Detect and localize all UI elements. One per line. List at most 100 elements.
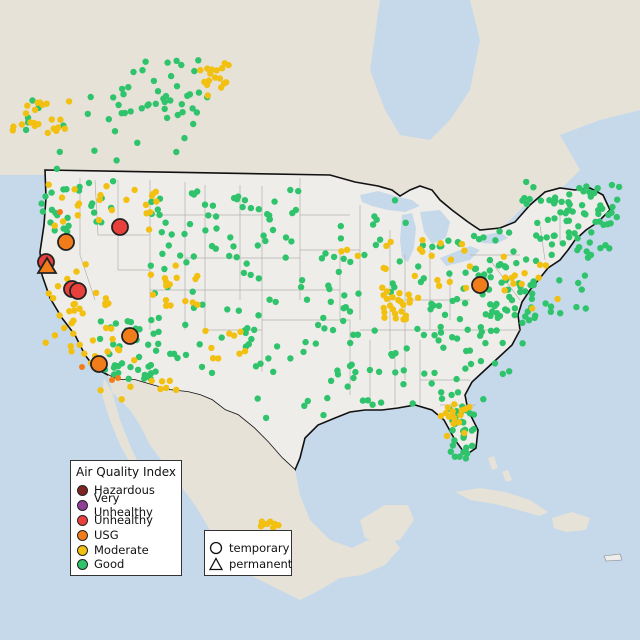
good-sensor-marker[interactable] [109,178,117,185]
moderate-sensor-marker[interactable] [115,347,123,354]
good-sensor-marker[interactable] [337,235,345,242]
moderate-sensor-marker[interactable] [22,110,30,117]
good-sensor-marker[interactable] [615,183,623,191]
good-sensor-marker[interactable] [491,360,499,367]
moderate-sensor-marker[interactable] [148,377,155,385]
moderate-sensor-marker[interactable] [226,330,233,337]
good-sensor-marker[interactable] [456,453,463,460]
moderate-sensor-marker[interactable] [142,201,150,208]
moderate-sensor-marker[interactable] [389,306,397,313]
good-sensor-marker[interactable] [521,288,529,295]
good-sensor-marker[interactable] [529,290,536,297]
good-sensor-marker[interactable] [522,256,530,263]
moderate-sensor-marker[interactable] [24,102,31,109]
good-sensor-marker[interactable] [273,343,281,350]
good-sensor-marker[interactable] [161,265,168,273]
good-sensor-marker[interactable] [76,183,83,191]
permanent-monitor-marker[interactable] [36,256,58,274]
moderate-sensor-marker[interactable] [402,315,409,323]
good-sensor-marker[interactable] [402,219,409,226]
good-sensor-marker[interactable] [265,355,272,362]
good-sensor-marker[interactable] [247,204,255,212]
good-sensor-marker[interactable] [366,366,374,374]
good-sensor-marker[interactable] [271,198,278,205]
moderate-sensor-marker[interactable] [96,196,103,203]
good-sensor-marker[interactable] [391,197,399,204]
good-sensor-marker[interactable] [477,357,485,365]
good-sensor-marker[interactable] [321,325,328,332]
moderate-sensor-marker[interactable] [387,238,394,246]
good-sensor-marker[interactable] [159,250,166,257]
moderate-sensor-marker[interactable] [74,212,82,219]
good-sensor-marker[interactable] [224,306,231,313]
moderate-sensor-marker[interactable] [535,274,542,281]
good-sensor-marker[interactable] [235,307,242,314]
moderate-sensor-marker[interactable] [51,222,58,229]
good-sensor-marker[interactable] [544,216,552,223]
moderate-sensor-marker[interactable] [189,299,196,306]
good-sensor-marker[interactable] [517,288,524,296]
good-sensor-marker[interactable] [464,326,471,333]
good-sensor-marker[interactable] [90,209,98,216]
moderate-sensor-marker[interactable] [79,310,86,317]
moderate-sensor-marker[interactable] [343,246,351,253]
good-sensor-marker[interactable] [110,94,117,101]
good-sensor-marker[interactable] [87,93,94,101]
good-sensor-marker[interactable] [350,331,357,338]
good-sensor-marker[interactable] [575,244,583,251]
good-sensor-marker[interactable] [287,186,294,194]
good-sensor-marker[interactable] [51,227,58,234]
moderate-sensor-marker[interactable] [271,520,278,528]
unhealthy-monitor-marker[interactable] [69,282,87,300]
good-sensor-marker[interactable] [495,262,502,269]
good-sensor-marker[interactable] [364,397,372,404]
good-sensor-marker[interactable] [499,370,506,378]
good-sensor-marker[interactable] [352,368,359,376]
good-sensor-marker[interactable] [608,181,616,189]
good-sensor-marker[interactable] [138,105,145,112]
good-sensor-marker[interactable] [201,201,209,208]
moderate-sensor-marker[interactable] [458,240,466,248]
good-sensor-marker[interactable] [347,258,354,266]
good-sensor-marker[interactable] [575,279,582,287]
good-sensor-marker[interactable] [22,126,30,134]
moderate-sensor-marker[interactable] [414,294,422,301]
good-sensor-marker[interactable] [487,327,495,334]
good-sensor-marker[interactable] [355,290,362,297]
good-sensor-marker[interactable] [487,274,494,281]
good-sensor-marker[interactable] [546,197,553,204]
good-sensor-marker[interactable] [582,305,589,312]
moderate-sensor-marker[interactable] [223,79,230,86]
good-sensor-marker[interactable] [440,344,447,351]
good-sensor-marker[interactable] [449,334,456,341]
good-sensor-marker[interactable] [558,198,565,205]
moderate-sensor-marker[interactable] [65,98,73,105]
good-sensor-marker[interactable] [486,256,494,264]
good-sensor-marker[interactable] [174,111,181,119]
moderate-sensor-marker[interactable] [34,99,41,106]
good-sensor-marker[interactable] [463,444,470,451]
moderate-sensor-marker[interactable] [102,324,110,332]
good-sensor-marker[interactable] [462,455,470,462]
moderate-sensor-marker[interactable] [458,407,465,414]
good-sensor-marker[interactable] [591,189,598,197]
good-sensor-marker[interactable] [583,183,590,190]
good-sensor-marker[interactable] [301,402,308,409]
moderate-sensor-marker[interactable] [354,252,361,259]
good-sensor-marker[interactable] [145,341,152,348]
good-sensor-marker[interactable] [314,321,322,329]
good-sensor-marker[interactable] [141,371,148,379]
good-sensor-marker[interactable] [255,206,262,213]
moderate-sensor-marker[interactable] [161,275,169,282]
good-sensor-marker[interactable] [162,219,169,226]
moderate-sensor-marker[interactable] [67,343,75,350]
moderate-sensor-marker[interactable] [202,327,209,335]
moderate-sensor-marker[interactable] [105,300,112,307]
good-sensor-marker[interactable] [510,248,517,255]
moderate-sensor-marker[interactable] [241,347,249,355]
moderate-sensor-marker[interactable] [10,123,17,130]
good-sensor-marker[interactable] [400,381,407,388]
good-sensor-marker[interactable] [607,220,614,227]
moderate-sensor-marker[interactable] [529,305,536,312]
good-sensor-marker[interactable] [446,270,453,277]
